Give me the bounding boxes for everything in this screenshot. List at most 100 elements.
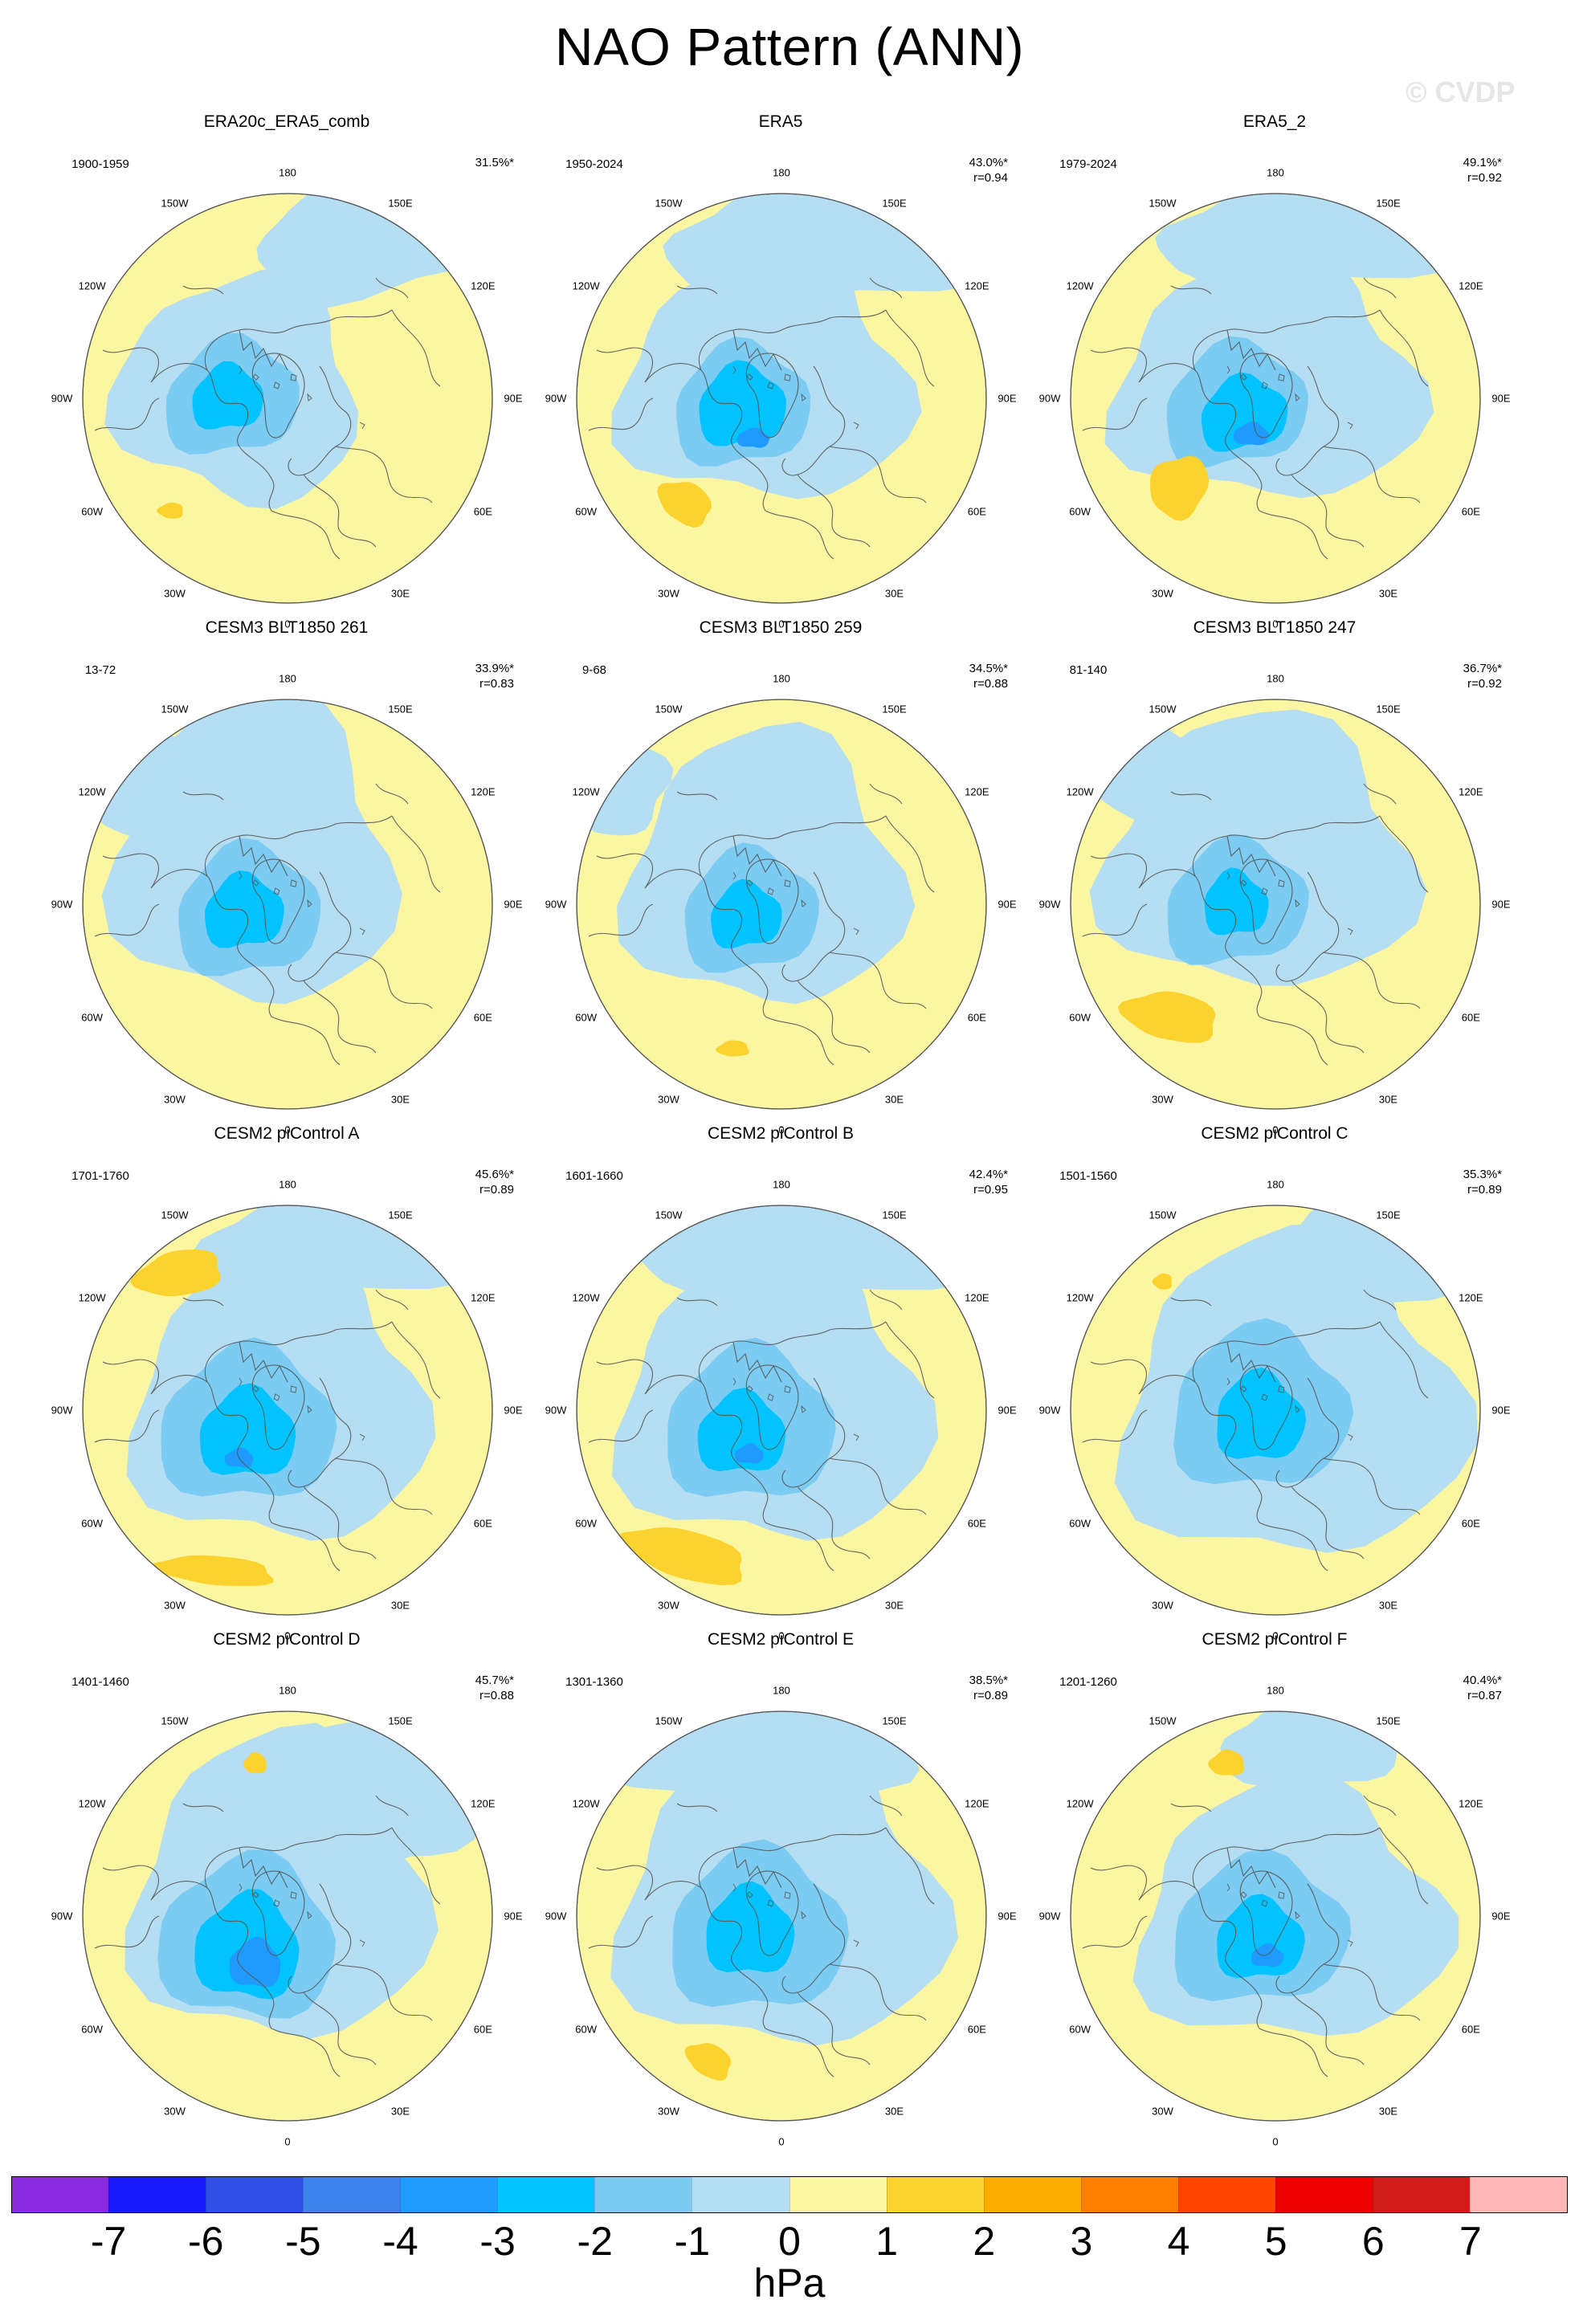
longitude-label: 0 <box>1272 2135 1279 2148</box>
longitude-label: 60W <box>575 2023 598 2035</box>
longitude-label: 60E <box>1461 505 1480 517</box>
longitude-label: 0 <box>1272 618 1279 630</box>
longitude-label: 60E <box>967 1011 986 1023</box>
panel-period: 1301-1360 <box>565 1675 623 1689</box>
longitude-label: 30W <box>164 1599 186 1612</box>
longitude-label: 30E <box>390 1093 410 1106</box>
colorbar-tick-label: -2 <box>577 2219 613 2264</box>
longitude-label: 30W <box>658 2105 679 2118</box>
longitude-label: 30E <box>884 2105 904 2118</box>
longitude-label: 0 <box>778 1629 785 1642</box>
longitude-label: 90E <box>504 392 523 405</box>
colorbar-tick-label: -4 <box>382 2219 418 2264</box>
colorbar-unit: hPa <box>753 2261 826 2306</box>
longitude-label: 150W <box>655 197 683 210</box>
longitude-label: 120E <box>965 1797 989 1809</box>
longitude-label: 30E <box>884 587 904 600</box>
panel-title: CESM3 BLT1850 259 <box>699 618 863 637</box>
panel-period: 1201-1260 <box>1059 1675 1117 1689</box>
polar-map <box>1070 193 1481 604</box>
longitude-label: 30E <box>1378 1599 1398 1612</box>
panel-variance-pct: 49.1%* <box>1463 156 1502 169</box>
longitude-label: 120E <box>965 279 989 292</box>
longitude-label: 120E <box>471 1291 496 1303</box>
longitude-label: 120W <box>1066 1797 1094 1809</box>
panel-pattern-correlation: r=0.88 <box>973 677 1008 691</box>
panel-title: CESM3 BLT1850 247 <box>1193 618 1357 637</box>
longitude-label: 120E <box>1459 1797 1483 1809</box>
panel-variance-pct: 36.7%* <box>1463 662 1502 675</box>
longitude-label: 0 <box>778 618 785 630</box>
panel-variance-pct: 38.5%* <box>969 1674 1008 1687</box>
colorbar-tick-label: 6 <box>1361 2219 1385 2264</box>
longitude-label: 120E <box>1459 1291 1483 1303</box>
polar-map <box>576 699 987 1110</box>
longitude-label: 180 <box>773 1684 790 1697</box>
colorbar-segment <box>789 2177 887 2212</box>
colorbar-tick-label: 3 <box>1070 2219 1093 2264</box>
longitude-label: 30W <box>1152 1599 1173 1612</box>
colorbar-segment <box>1372 2177 1470 2212</box>
colorbar-segment <box>206 2177 304 2212</box>
panel-title: CESM2 piControl F <box>1202 1630 1348 1649</box>
polar-map <box>82 1205 493 1616</box>
longitude-label: 150W <box>161 1209 189 1221</box>
colorbar-tick-label: 4 <box>1167 2219 1190 2264</box>
longitude-label: 60E <box>473 2023 492 2035</box>
longitude-label: 120E <box>1459 279 1483 292</box>
longitude-label: 60W <box>1069 1011 1091 1023</box>
colorbar-segment <box>12 2177 109 2212</box>
longitude-label: 180 <box>279 672 296 685</box>
map-panel: CESM3 BLT1850 259 9-68 34.5%* r=0.88 180 150… <box>534 618 1027 1136</box>
longitude-label: 120W <box>572 785 600 797</box>
colorbar-segment <box>108 2177 206 2212</box>
panel-variance-pct: 42.4%* <box>969 1168 1008 1181</box>
panel-title: ERA20c_ERA5_comb <box>203 112 370 131</box>
longitude-label: 180 <box>1267 166 1284 179</box>
longitude-label: 90E <box>504 898 523 911</box>
longitude-label: 90E <box>504 1404 523 1417</box>
map-panel: CESM2 piControl D 1401-1460 45.7%* r=0.88 1… <box>40 1630 533 2148</box>
panel-title: CESM2 piControl C <box>1201 1124 1348 1143</box>
colorbar-tick-label: -1 <box>674 2219 711 2264</box>
longitude-label: 0 <box>284 618 291 630</box>
longitude-label: 30E <box>390 1599 410 1612</box>
longitude-label: 180 <box>773 166 790 179</box>
longitude-label: 30W <box>658 1093 679 1106</box>
longitude-label: 90W <box>1038 1404 1061 1417</box>
longitude-label: 60W <box>575 1011 598 1023</box>
longitude-label: 60W <box>1069 2023 1091 2035</box>
longitude-label: 60W <box>1069 1517 1091 1529</box>
map-panel: CESM3 BLT1850 261 13-72 33.9%* r=0.83 180 15… <box>40 618 533 1136</box>
longitude-label: 150W <box>655 703 683 716</box>
panel-pattern-correlation: r=0.94 <box>973 171 1008 185</box>
polar-map <box>82 699 493 1110</box>
panel-title: CESM2 piControl A <box>214 1124 360 1143</box>
colorbar-segment <box>303 2177 401 2212</box>
longitude-label: 150E <box>1376 1714 1401 1727</box>
panel-pattern-correlation: r=0.83 <box>479 677 514 691</box>
map-panel: CESM2 piControl C 1501-1560 35.3%* r=0.89 1… <box>1028 1124 1521 1642</box>
longitude-label: 90W <box>545 1404 567 1417</box>
polar-map <box>576 1710 987 2122</box>
longitude-label: 120W <box>78 1291 106 1303</box>
panel-title: ERA5_2 <box>1242 112 1307 131</box>
longitude-label: 150E <box>388 1714 413 1727</box>
longitude-label: 90E <box>998 898 1017 911</box>
polar-map <box>82 1710 493 2122</box>
longitude-label: 30W <box>1152 2105 1173 2118</box>
longitude-label: 30E <box>1378 587 1398 600</box>
panel-title: CESM3 BLT1850 261 <box>205 618 369 637</box>
longitude-label: 150W <box>161 703 189 716</box>
longitude-label: 30E <box>390 2105 410 2118</box>
longitude-label: 150W <box>161 197 189 210</box>
longitude-label: 90E <box>998 392 1017 405</box>
map-panel: CESM2 piControl E 1301-1360 38.5%* r=0.89 1… <box>534 1630 1027 2148</box>
panel-period: 1701-1760 <box>71 1169 129 1183</box>
panel-period: 1900-1959 <box>71 157 129 171</box>
longitude-label: 60E <box>967 505 986 517</box>
longitude-label: 30W <box>164 1093 186 1106</box>
longitude-label: 120E <box>965 785 989 797</box>
longitude-label: 60W <box>575 1517 598 1529</box>
panel-title: CESM2 piControl E <box>707 1630 855 1649</box>
